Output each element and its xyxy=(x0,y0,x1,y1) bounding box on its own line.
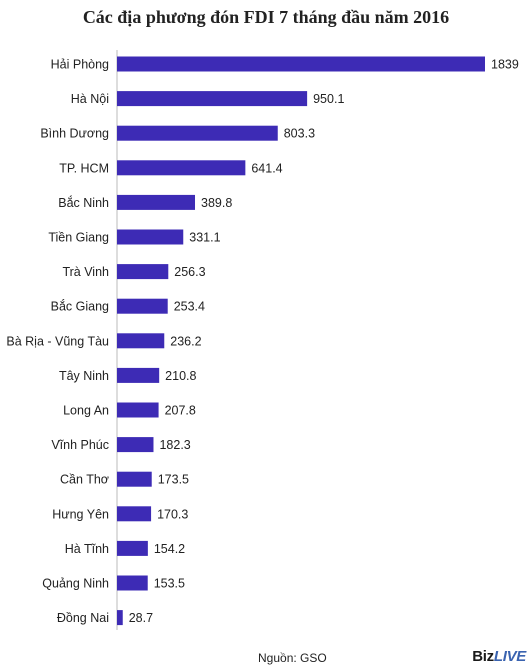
value-label: 207.8 xyxy=(165,404,196,418)
bar xyxy=(117,437,154,453)
category-label: TP. HCM xyxy=(59,161,109,175)
bar xyxy=(117,506,152,522)
value-label: 803.3 xyxy=(284,127,315,141)
bar xyxy=(117,471,152,487)
bar xyxy=(117,194,196,210)
value-label: 256.3 xyxy=(174,265,205,279)
bar xyxy=(117,91,308,107)
value-label: 153.5 xyxy=(154,577,185,591)
category-label: Bình Dương xyxy=(40,127,109,141)
value-label: 28.7 xyxy=(129,611,153,625)
category-label: Hà Tĩnh xyxy=(65,542,109,556)
category-label: Hưng Yên xyxy=(52,507,109,521)
category-label: Đồng Nai xyxy=(57,611,109,625)
value-label: 154.2 xyxy=(154,542,185,556)
bar xyxy=(117,333,165,349)
source-note: Nguồn: GSO xyxy=(258,651,327,665)
value-label: 389.8 xyxy=(201,196,232,210)
bar xyxy=(117,610,123,626)
bar xyxy=(117,56,485,72)
value-label: 950.1 xyxy=(313,92,344,106)
chart-title: Các địa phương đón FDI 7 tháng đầu năm 2… xyxy=(82,7,450,27)
bar xyxy=(117,264,169,280)
bar xyxy=(117,229,184,245)
category-label: Bắc Ninh xyxy=(58,195,109,210)
bar xyxy=(117,298,168,314)
value-label: 236.2 xyxy=(170,334,201,348)
value-label: 1839 xyxy=(491,58,519,72)
category-label: Bà Rịa - Vũng Tàu xyxy=(6,334,109,348)
category-label: Cần Thơ xyxy=(60,473,109,487)
brand-logo: BizLIVE xyxy=(472,648,526,665)
category-label: Vĩnh Phúc xyxy=(51,438,109,452)
category-label: Long An xyxy=(63,404,109,418)
brand-logo-live: LIVE xyxy=(493,648,526,665)
brand-logo-biz: Biz xyxy=(472,648,494,665)
bar xyxy=(117,540,148,556)
category-label: Hà Nội xyxy=(71,92,109,106)
value-label: 182.3 xyxy=(159,438,190,452)
category-label: Tiền Giang xyxy=(48,231,109,245)
value-label: 170.3 xyxy=(157,507,188,521)
category-label: Trà Vinh xyxy=(62,265,109,279)
bar xyxy=(117,160,246,176)
value-label: 210.8 xyxy=(165,369,196,383)
category-label: Quảng Ninh xyxy=(42,577,109,591)
value-label: 253.4 xyxy=(174,300,205,314)
category-label: Hải Phòng xyxy=(51,58,109,72)
category-label: Bắc Giang xyxy=(51,299,109,314)
bar xyxy=(117,575,148,591)
bar xyxy=(117,402,159,418)
bar xyxy=(117,367,160,383)
bar xyxy=(117,125,278,141)
value-label: 641.4 xyxy=(251,161,282,175)
bars-layer: Hải Phòng 1839 Hà Nội 950.1 Bình Dương 803.3 T… xyxy=(6,56,519,626)
value-label: 331.1 xyxy=(189,231,220,245)
category-label: Tây Ninh xyxy=(59,369,109,383)
value-label: 173.5 xyxy=(158,473,189,487)
